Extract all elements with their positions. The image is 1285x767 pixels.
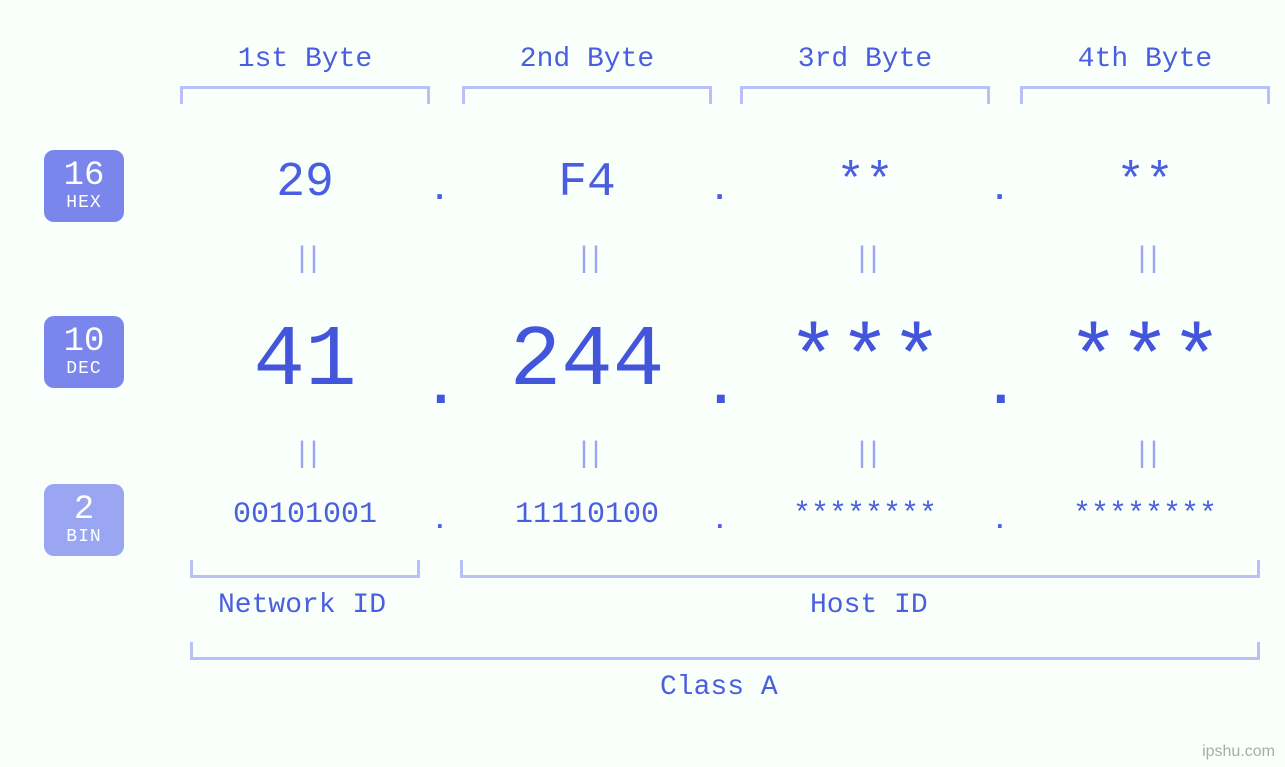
label-network-id: Network ID xyxy=(218,590,386,621)
dot-sep: . xyxy=(704,356,738,420)
dot-sep: . xyxy=(992,506,1008,536)
dot-sep: . xyxy=(432,506,448,536)
ip-bytes-diagram: 16 HEX 10 DEC 2 BIN 1st Byte 29 || 41 ||… xyxy=(0,0,1285,767)
hex-b2: F4 xyxy=(558,156,616,210)
dot-sep: . xyxy=(424,356,458,420)
eq-icon: || xyxy=(575,243,599,277)
hex-b3: ** xyxy=(836,156,894,210)
bracket-top-1 xyxy=(180,86,430,104)
hex-b4: ** xyxy=(1116,156,1174,210)
bracket-host-id xyxy=(460,560,1260,578)
eq-icon: || xyxy=(1133,243,1157,277)
eq-icon: || xyxy=(575,438,599,472)
bracket-top-3 xyxy=(740,86,990,104)
badge-dec-txt: DEC xyxy=(66,360,101,379)
dot-sep: . xyxy=(712,506,728,536)
dot-sep: . xyxy=(990,172,1009,209)
badge-dec-num: 10 xyxy=(64,325,105,361)
badge-hex-txt: HEX xyxy=(66,194,101,213)
badge-hex: 16 HEX xyxy=(44,150,124,222)
eq-icon: || xyxy=(293,438,317,472)
dot-sep: . xyxy=(430,172,449,209)
label-class: Class A xyxy=(660,672,778,703)
dec-b1: 41 xyxy=(253,312,356,410)
bracket-class xyxy=(190,642,1260,660)
bin-b4: ******** xyxy=(1073,498,1217,532)
eq-icon: || xyxy=(1133,438,1157,472)
dot-sep: . xyxy=(984,356,1018,420)
badge-bin: 2 BIN xyxy=(44,484,124,556)
eq-icon: || xyxy=(853,438,877,472)
bin-b1: 00101001 xyxy=(233,498,377,532)
byte-label-2: 2nd Byte xyxy=(462,44,712,75)
label-host-id: Host ID xyxy=(810,590,928,621)
badge-bin-num: 2 xyxy=(74,493,94,529)
badge-dec: 10 DEC xyxy=(44,316,124,388)
byte-label-3: 3rd Byte xyxy=(740,44,990,75)
watermark: ipshu.com xyxy=(1202,743,1275,761)
bracket-network-id xyxy=(190,560,420,578)
bracket-top-2 xyxy=(462,86,712,104)
byte-label-4: 4th Byte xyxy=(1020,44,1270,75)
dec-b4: *** xyxy=(1068,312,1223,410)
bracket-top-4 xyxy=(1020,86,1270,104)
dot-sep: . xyxy=(710,172,729,209)
dec-b3: *** xyxy=(788,312,943,410)
dec-b2: 244 xyxy=(510,312,665,410)
bin-b2: 11110100 xyxy=(515,498,659,532)
bin-b3: ******** xyxy=(793,498,937,532)
hex-b1: 29 xyxy=(276,156,334,210)
badge-hex-num: 16 xyxy=(64,159,105,195)
eq-icon: || xyxy=(293,243,317,277)
badge-bin-txt: BIN xyxy=(66,528,101,547)
byte-label-1: 1st Byte xyxy=(180,44,430,75)
eq-icon: || xyxy=(853,243,877,277)
